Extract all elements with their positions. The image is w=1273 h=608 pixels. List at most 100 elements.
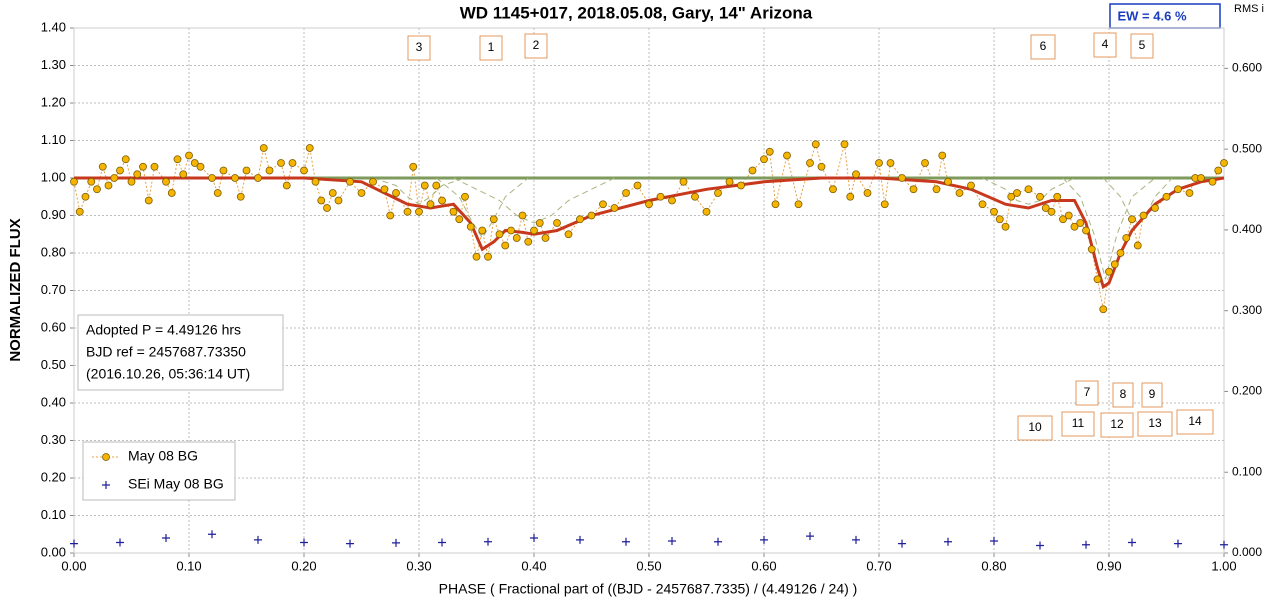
- data-point: [409, 162, 418, 171]
- data-point: [1220, 159, 1228, 167]
- data-point: [265, 166, 274, 175]
- data-point: [955, 189, 964, 197]
- data-point: [466, 222, 475, 231]
- data-point: [1087, 245, 1096, 254]
- data-point: [81, 192, 90, 201]
- ew-label: EW = 4.6 %: [1118, 8, 1187, 23]
- series-line: [982, 177, 1075, 205]
- y-tick-label: 0.20: [41, 469, 66, 484]
- data-point: [1053, 192, 1062, 201]
- x-tick-label: 0.20: [291, 558, 316, 573]
- data-point: [461, 192, 469, 201]
- data-point: [530, 226, 538, 235]
- data-point: [173, 155, 182, 164]
- data-point: [1099, 305, 1108, 314]
- data-point: [725, 177, 734, 186]
- data-point: [196, 162, 205, 171]
- info-line: (2016.10.26, 05:36:14 UT): [86, 366, 250, 382]
- data-point: [587, 211, 596, 220]
- x-tick-label: 0.00: [61, 558, 86, 573]
- annotation-label: 14: [1188, 414, 1202, 428]
- annotation-box: [1075, 380, 1099, 406]
- y2-tick-label: 0.100: [1232, 464, 1262, 478]
- annotation-label: 7: [1084, 385, 1091, 399]
- data-point: [880, 200, 889, 209]
- data-point: [455, 215, 464, 224]
- data-point: [576, 215, 584, 224]
- info-box: [77, 314, 284, 391]
- data-point: [1105, 267, 1113, 276]
- x-tick-label: 0.40: [521, 558, 546, 573]
- data-point: [501, 241, 510, 250]
- data-point: [622, 537, 630, 546]
- data-point: [1174, 185, 1182, 194]
- chart-title: WD 1145+017, 2018.05.08, Gary, 14" Arizo…: [460, 3, 813, 22]
- x-tick-label: 1.00: [1211, 558, 1236, 573]
- data-point: [1070, 222, 1079, 231]
- y-tick-label: 1.30: [41, 57, 66, 72]
- data-point: [990, 537, 998, 545]
- data-point: [1162, 192, 1171, 201]
- data-point: [1001, 222, 1010, 231]
- data-point: [259, 144, 268, 152]
- data-point: [863, 189, 872, 197]
- series-line: [1102, 177, 1173, 224]
- data-point: [277, 159, 285, 167]
- data-point: [1122, 234, 1131, 242]
- data-point: [909, 185, 918, 194]
- data-point: [190, 159, 199, 167]
- data-point: [541, 234, 550, 242]
- data-point: [426, 200, 435, 209]
- data-point: [645, 200, 653, 209]
- data-point: [75, 207, 84, 216]
- data-point: [1024, 185, 1033, 194]
- data-point: [1133, 241, 1142, 250]
- data-point: [432, 181, 441, 190]
- y-tick-label: 0.30: [41, 432, 66, 447]
- data-point: [932, 185, 941, 194]
- annotation-box: [1093, 32, 1117, 58]
- x-tick-label: 0.90: [1096, 558, 1121, 573]
- legend-entries: May 08 BG SEi May 08 BG: [92, 448, 224, 492]
- data-point: [702, 207, 711, 216]
- data-point: [1082, 226, 1090, 235]
- data-point: [70, 539, 78, 548]
- data-point: [944, 177, 952, 186]
- y-tick-label: 0.60: [41, 319, 66, 334]
- annotation-box: [407, 35, 431, 61]
- info-line: BJD ref = 2457687.73350: [86, 344, 246, 360]
- annotation-label: 13: [1148, 416, 1162, 430]
- data-point: [300, 166, 308, 175]
- data-point: [967, 181, 975, 190]
- data-point: [254, 535, 262, 544]
- y-axis-label: NORMALIZED FLUX: [7, 218, 24, 361]
- data-point: [1064, 211, 1073, 220]
- data-point: [495, 230, 504, 239]
- data-point: [93, 185, 101, 194]
- data-point: [438, 538, 446, 547]
- data-point: [127, 177, 136, 186]
- data-point: [231, 174, 239, 182]
- x-tick-label: 0.60: [751, 558, 776, 573]
- data-point: [995, 215, 1004, 224]
- data-point: [1059, 215, 1067, 224]
- y2-tick-label: 0.400: [1232, 222, 1262, 236]
- annotation-box: [1130, 33, 1154, 59]
- data-point: [599, 200, 607, 209]
- data-point: [576, 535, 584, 544]
- y2-tick-label: 0.200: [1232, 384, 1262, 398]
- annotations: 3 1 2 6 4 57 8 910 11 12 13 14: [407, 32, 1214, 441]
- data-point: [524, 237, 533, 246]
- annotation-box: [1100, 412, 1134, 438]
- data-point: [1128, 538, 1136, 547]
- data-point: [886, 159, 895, 167]
- data-point: [392, 189, 400, 197]
- marks: [70, 140, 1228, 550]
- data-point: [944, 537, 952, 546]
- data-point: [438, 196, 446, 205]
- data-point: [150, 162, 159, 171]
- data-point: [1139, 211, 1148, 220]
- y-tick-label: 1.10: [41, 132, 66, 147]
- annotation-box: [1112, 382, 1134, 408]
